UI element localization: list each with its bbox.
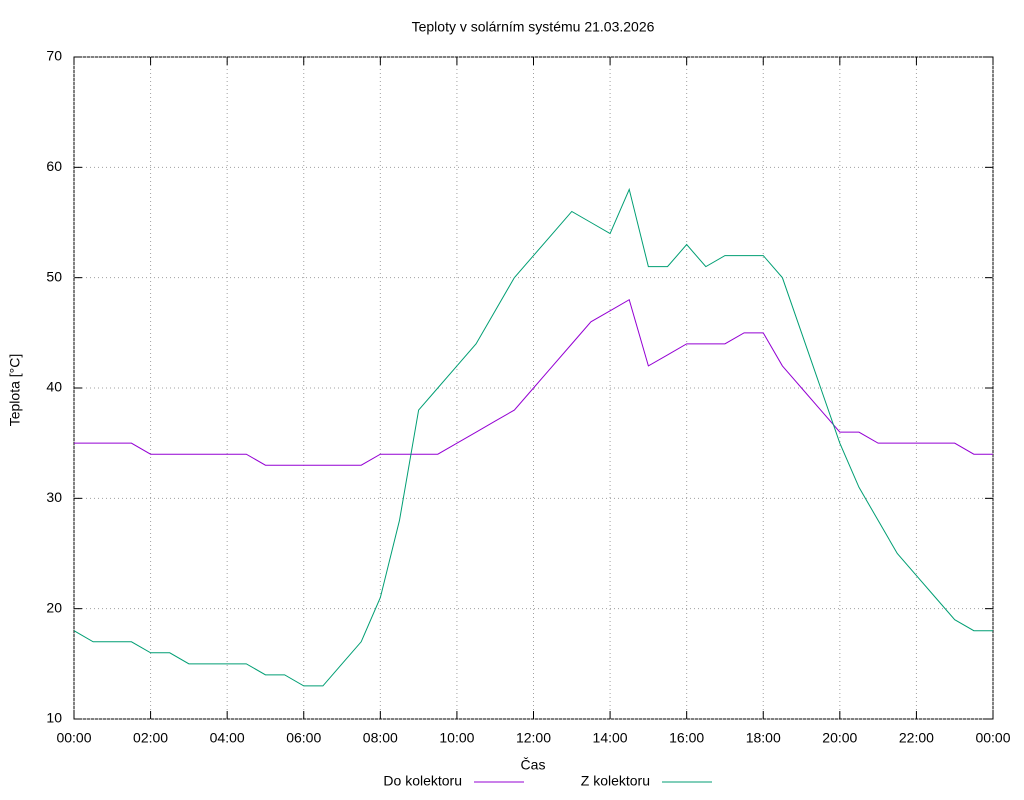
x-tick-label: 18:00 — [746, 730, 781, 746]
y-tick-label: 10 — [46, 710, 62, 726]
x-tick-label: 02:00 — [133, 730, 168, 746]
x-tick-label: 12:00 — [516, 730, 551, 746]
series-line — [74, 298, 993, 466]
y-tick-label: 70 — [46, 48, 62, 64]
x-tick-label: 06:00 — [286, 730, 321, 746]
legend-label: Do kolektoru — [383, 773, 462, 789]
x-tick-label: 22:00 — [899, 730, 934, 746]
y-tick-label: 40 — [46, 379, 62, 395]
x-tick-label: 00:00 — [975, 730, 1010, 746]
y-tick-label: 20 — [46, 599, 62, 615]
series-line — [73, 187, 993, 687]
legend-label: Z kolektoru — [581, 773, 650, 789]
x-tick-label: 04:00 — [210, 730, 245, 746]
x-tick-label: 00:00 — [56, 730, 91, 746]
x-tick-label: 14:00 — [593, 730, 628, 746]
y-tick-label: 50 — [46, 268, 62, 284]
y-tick-label: 30 — [46, 489, 62, 505]
x-axis-label: Čas — [521, 757, 546, 773]
x-tick-label: 16:00 — [669, 730, 704, 746]
y-axis-label: Teplota [°C] — [7, 354, 23, 427]
chart-title: Teploty v solárním systému 21.03.2026 — [412, 19, 655, 35]
x-tick-label: 10:00 — [439, 730, 474, 746]
x-tick-label: 20:00 — [822, 730, 857, 746]
y-tick-label: 60 — [46, 158, 62, 174]
x-tick-label: 08:00 — [363, 730, 398, 746]
